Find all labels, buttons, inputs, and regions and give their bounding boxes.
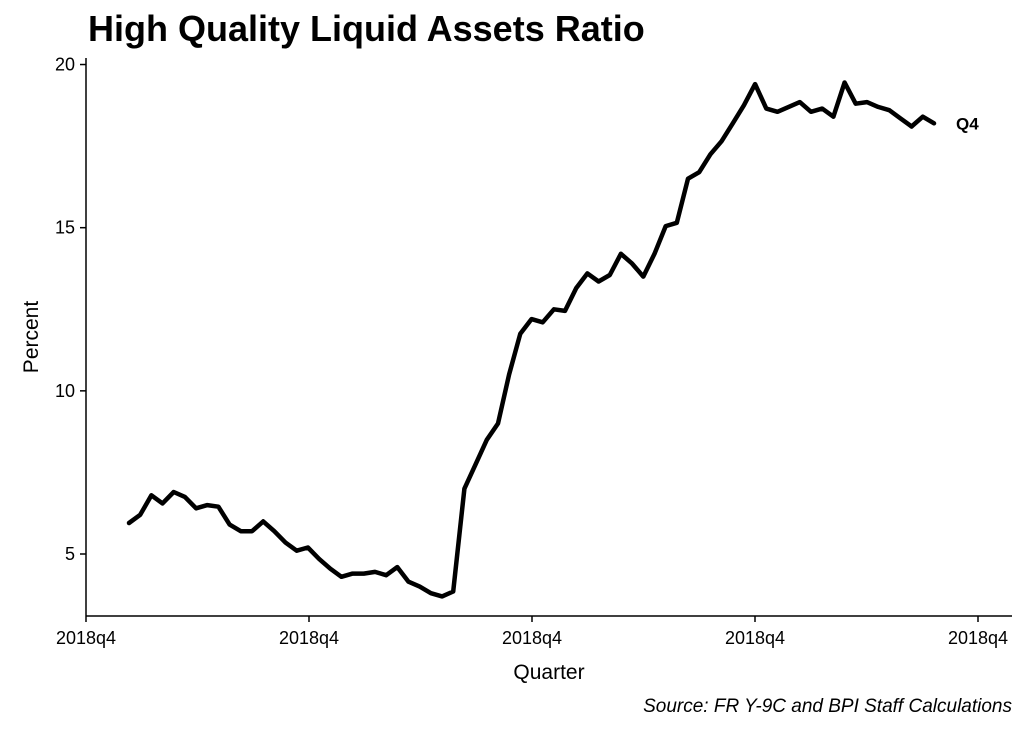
series-point bbox=[362, 572, 366, 576]
series-point bbox=[563, 309, 567, 313]
series-point bbox=[172, 490, 176, 494]
series-point bbox=[608, 273, 612, 277]
series-point bbox=[351, 572, 355, 576]
series-end-label: Q4 bbox=[956, 114, 979, 133]
series-point bbox=[865, 100, 869, 104]
series-point bbox=[529, 317, 534, 321]
series-point bbox=[764, 107, 768, 111]
series-point bbox=[395, 565, 399, 569]
axes bbox=[85, 58, 1012, 617]
series-point bbox=[664, 224, 668, 228]
y-tick-label: 5 bbox=[65, 544, 75, 564]
x-tick-label: 2018q4 bbox=[279, 628, 339, 648]
series-point bbox=[149, 493, 153, 497]
series-point bbox=[518, 332, 522, 336]
series-point bbox=[641, 275, 645, 279]
series-point bbox=[720, 139, 724, 143]
x-tick-label: 2018q4 bbox=[502, 628, 562, 648]
chart-title: High Quality Liquid Assets Ratio bbox=[88, 8, 645, 49]
series-point bbox=[295, 549, 299, 553]
series-point bbox=[921, 115, 925, 119]
series-point bbox=[753, 82, 757, 86]
series-point bbox=[183, 495, 187, 499]
series-point bbox=[887, 108, 891, 112]
series-point bbox=[261, 519, 265, 524]
series-point bbox=[239, 529, 243, 533]
x-tick-label: 2018q4 bbox=[56, 628, 116, 648]
series-point bbox=[932, 121, 936, 125]
y-axis-title: Percent bbox=[20, 301, 43, 374]
series-point bbox=[910, 124, 914, 129]
series-point bbox=[228, 523, 232, 527]
series-point bbox=[250, 529, 254, 533]
series-point bbox=[574, 286, 578, 290]
y-tick-label: 15 bbox=[55, 218, 75, 238]
series-point bbox=[205, 503, 209, 507]
series-point bbox=[462, 487, 466, 491]
series-point bbox=[406, 580, 411, 584]
series-point bbox=[843, 80, 847, 85]
series-point bbox=[898, 116, 903, 120]
series-point bbox=[731, 121, 735, 125]
series-point bbox=[686, 177, 690, 181]
series-point bbox=[787, 105, 791, 109]
x-tick-label: 2018q4 bbox=[725, 628, 785, 648]
series-point bbox=[306, 545, 310, 550]
series-point bbox=[552, 307, 556, 311]
y-tick-label: 10 bbox=[55, 381, 75, 401]
hqla-ratio-series-line bbox=[126, 80, 937, 599]
x-axis-ticks: 2018q4 2018q4 2018q4 2018q4 2018q4 bbox=[56, 616, 1008, 648]
series-point bbox=[697, 170, 701, 174]
series-point bbox=[429, 591, 433, 595]
series-point bbox=[630, 262, 634, 266]
series-point bbox=[742, 103, 746, 107]
series-point bbox=[507, 372, 511, 377]
series-point bbox=[485, 438, 489, 442]
series-point bbox=[216, 505, 220, 509]
series-points bbox=[127, 80, 936, 599]
series-point bbox=[775, 110, 780, 114]
series-point bbox=[820, 107, 824, 111]
y-tick-label: 20 bbox=[55, 55, 75, 75]
series-point bbox=[160, 501, 165, 505]
series-point bbox=[373, 570, 377, 574]
series-point bbox=[708, 152, 713, 156]
series-point bbox=[675, 221, 679, 225]
source-caption: Source: FR Y-9C and BPI Staff Calculatio… bbox=[643, 696, 1012, 717]
x-tick-label: 2018q4 bbox=[948, 628, 1008, 648]
series-point bbox=[440, 594, 444, 599]
y-axis-ticks: 5 10 15 20 bbox=[55, 55, 86, 564]
series-point bbox=[474, 462, 478, 466]
series-point bbox=[652, 252, 657, 256]
series-point bbox=[384, 573, 388, 577]
x-axis-title: Quarter bbox=[513, 661, 584, 684]
series-point bbox=[194, 506, 198, 510]
series-point bbox=[138, 513, 142, 517]
series-point bbox=[809, 110, 813, 114]
series-point bbox=[831, 115, 836, 119]
series-point bbox=[585, 271, 590, 275]
series-point bbox=[451, 589, 455, 594]
series-point bbox=[496, 421, 500, 426]
series-point bbox=[418, 585, 422, 589]
series-point bbox=[541, 320, 545, 324]
series-point bbox=[328, 567, 332, 571]
series-point bbox=[854, 102, 858, 106]
series-point bbox=[317, 557, 321, 561]
series-point bbox=[272, 529, 276, 533]
series-point bbox=[619, 252, 623, 256]
series-point bbox=[339, 575, 343, 579]
series-point bbox=[127, 521, 131, 525]
series-point bbox=[876, 105, 880, 109]
series-point bbox=[283, 541, 288, 545]
series-point bbox=[597, 279, 601, 284]
series-point bbox=[798, 100, 802, 104]
